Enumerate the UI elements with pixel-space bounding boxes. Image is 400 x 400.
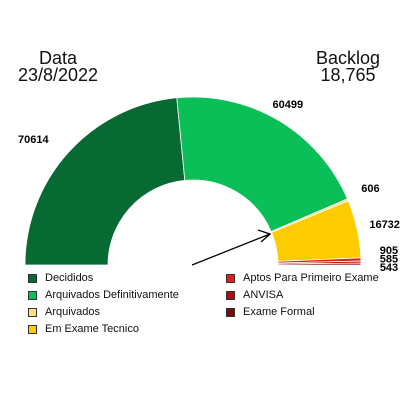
slice-arquivados-definitivamente	[176, 96, 348, 233]
date-header: Data 23/8/2022	[8, 48, 108, 85]
legend-label: Aptos Para Primeiro Exame	[243, 272, 379, 284]
slice-decididos	[24, 97, 186, 266]
legend-item-aptos-para-primeiro-exame: Aptos Para Primeiro Exame	[226, 272, 379, 284]
legend-label: Arquivados Definitivamente	[45, 289, 179, 301]
date-value: 23/8/2022	[17, 65, 99, 85]
data-label-arquivados: 606	[361, 183, 379, 195]
legend-swatch	[28, 324, 37, 334]
date-title: Data	[38, 48, 78, 68]
legend-swatch	[226, 273, 235, 283]
gauge-arrow	[191, 229, 272, 266]
legend-item-arquivados-definitivamente: Arquivados Definitivamente	[28, 289, 179, 301]
legend-label: Arquivados	[45, 306, 101, 318]
legend-item-em-exame-tecnico: Em Exame Tecnico	[28, 323, 139, 335]
gauge-slices	[24, 96, 362, 266]
data-label-decididos: 70614	[18, 134, 49, 146]
legend-label: Exame Formal	[243, 306, 315, 318]
legend-swatch	[28, 290, 37, 300]
legend-swatch	[226, 290, 235, 300]
data-label-arquivados-definitivamente: 60499	[273, 99, 304, 111]
legend-item-arquivados: Arquivados	[28, 306, 100, 318]
legend-swatch	[28, 307, 37, 317]
legend-label: Decididos	[45, 272, 94, 284]
legend-item-decididos: Decididos	[28, 272, 93, 284]
backlog-title: Backlog	[315, 48, 381, 68]
data-label-em-exame-tecnico: 16732	[369, 219, 400, 231]
legend-item-exame-formal: Exame Formal	[226, 306, 315, 318]
legend-item-anvisa: ANVISA	[226, 289, 283, 301]
legend-swatch	[226, 307, 235, 317]
data-label-anvisa: 585	[380, 254, 398, 266]
backlog-header: Backlog 18,765	[298, 48, 398, 85]
slice-exame-formal	[277, 262, 362, 266]
legend-swatch	[28, 273, 37, 283]
legend-label: Em Exame Tecnico	[45, 323, 139, 335]
backlog-value: 18,765	[320, 65, 376, 85]
data-label-aptos-para-primeiro-exame: 905	[380, 245, 398, 257]
legend-label: ANVISA	[243, 289, 284, 301]
data-label-exame-formal: 543	[380, 262, 398, 274]
